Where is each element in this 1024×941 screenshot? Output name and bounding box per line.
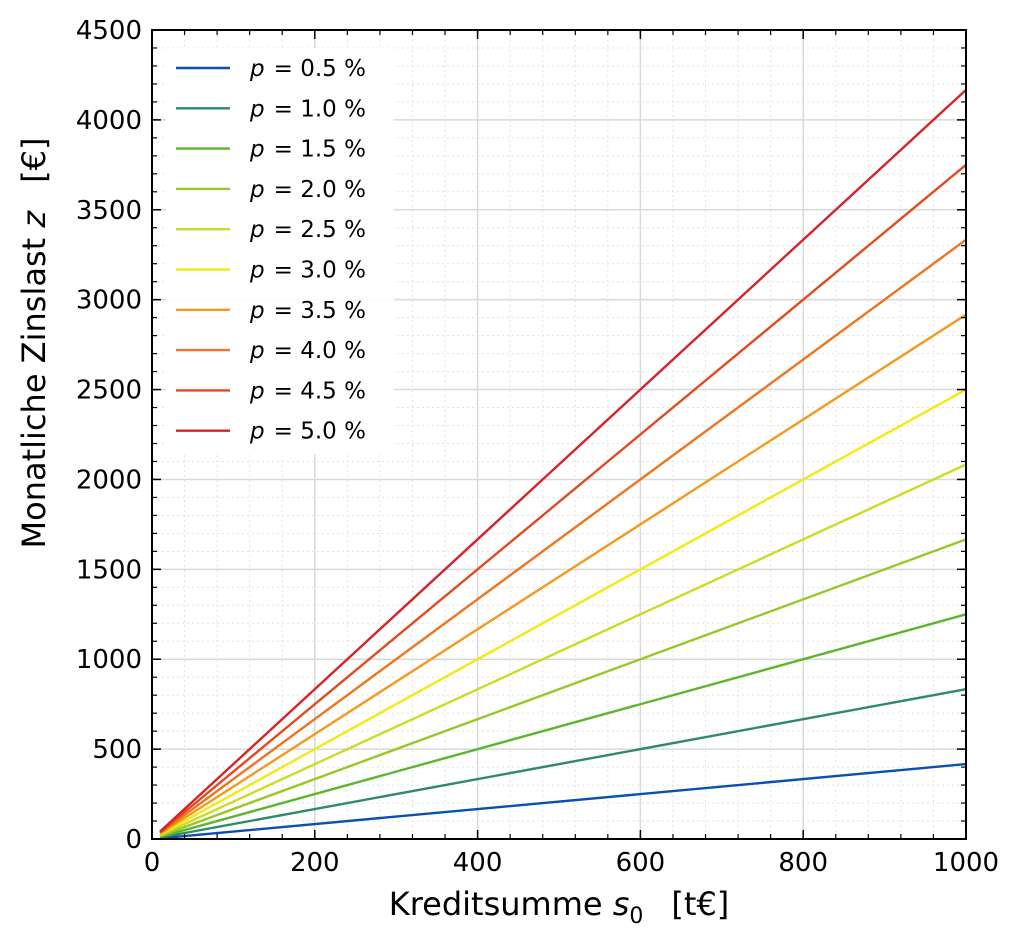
x-tick-label: 1000 <box>933 848 999 878</box>
legend-var: p <box>249 378 265 404</box>
legend-label: p = 1.0 % <box>249 96 366 122</box>
y-tick-label: 2500 <box>76 376 142 406</box>
legend-label: p = 2.5 % <box>249 217 366 243</box>
y-tick-label: 0 <box>125 825 142 855</box>
series-line-2 <box>159 688 967 839</box>
legend-var: p <box>249 56 265 82</box>
series-line-5 <box>159 463 967 837</box>
series-line-8 <box>159 238 967 834</box>
legend-label: p = 0.5 % <box>249 56 366 82</box>
axis-ticks <box>151 29 967 840</box>
x-axis-title-main: Kreditsumme <box>389 885 613 923</box>
legend-value: = 4.5 % <box>274 378 366 404</box>
legend-var: p <box>249 177 265 203</box>
x-tick-label: 200 <box>290 848 340 878</box>
legend-var: p <box>249 338 265 364</box>
series-line-4 <box>159 538 967 838</box>
series-line-9 <box>159 163 967 834</box>
legend-var: p <box>249 258 265 284</box>
x-tick-label: 800 <box>778 848 828 878</box>
y-axis-title-main: Monatliche Zinslast <box>15 228 53 549</box>
y-axis-title-var: z <box>15 210 53 229</box>
legend-value: = 0.5 % <box>274 56 366 82</box>
legend-value: = 5.0 % <box>274 419 366 445</box>
legend-var: p <box>249 298 265 324</box>
legend-var: p <box>249 96 265 122</box>
legend-var: p <box>249 217 265 243</box>
legend-label: p = 1.5 % <box>249 137 366 163</box>
legend-label: p = 5.0 % <box>249 419 366 445</box>
legend: p = 0.5 % p = 1.0 % p = 1.5 % p = 2.0 % p = 2.5 %… <box>166 48 394 455</box>
y-tick-label: 500 <box>92 735 142 765</box>
legend-var: p <box>249 419 265 445</box>
y-tick-label: 1000 <box>76 645 142 675</box>
y-axis-title-unit: [€] <box>15 138 53 183</box>
x-axis-title-sub: 0 <box>629 904 643 929</box>
legend-label: p = 2.0 % <box>249 177 366 203</box>
y-axis-title: Monatliche Zinslast z [€] <box>15 138 53 549</box>
x-tick-label: 600 <box>616 848 666 878</box>
legend-value: = 3.5 % <box>274 298 366 324</box>
series-lines <box>159 89 967 840</box>
y-tick-label: 4500 <box>76 16 142 46</box>
series-line-6 <box>159 388 967 836</box>
x-axis-title-var: s <box>613 885 630 923</box>
x-tick-label: 0 <box>144 848 161 878</box>
legend-value: = 1.5 % <box>274 137 366 163</box>
legend-value: = 3.0 % <box>274 258 366 284</box>
x-tick-labels: 0 200 400 600 800 1000 <box>144 848 999 878</box>
x-axis-title-unit: [t€] <box>671 885 729 923</box>
series-line-10 <box>159 89 967 833</box>
legend-background <box>166 48 394 455</box>
legend-value: = 4.0 % <box>274 338 366 364</box>
legend-value: = 2.0 % <box>274 177 366 203</box>
legend-label: p = 4.0 % <box>249 338 366 364</box>
y-tick-label: 1500 <box>76 555 142 585</box>
legend-value: = 1.0 % <box>274 96 366 122</box>
plot-frame <box>151 29 967 840</box>
series-line-3 <box>159 613 967 838</box>
x-tick-label: 400 <box>453 848 503 878</box>
y-tick-label: 4000 <box>76 106 142 136</box>
y-tick-label: 2000 <box>76 465 142 495</box>
x-axis-title: Kreditsumme s0 [t€] <box>389 885 730 929</box>
legend-label: p = 4.5 % <box>249 378 366 404</box>
series-line-1 <box>159 762 967 840</box>
legend-label: p = 3.5 % <box>249 298 366 324</box>
y-tick-label: 3000 <box>76 286 142 316</box>
legend-var: p <box>249 137 265 163</box>
y-tick-labels: 0 500 1000 1500 2000 2500 3000 3500 4000 4500 <box>76 16 142 855</box>
series-line-7 <box>159 313 967 835</box>
legend-label: p = 3.0 % <box>249 258 366 284</box>
legend-value: = 2.5 % <box>274 217 366 243</box>
y-tick-label: 3500 <box>76 196 142 226</box>
